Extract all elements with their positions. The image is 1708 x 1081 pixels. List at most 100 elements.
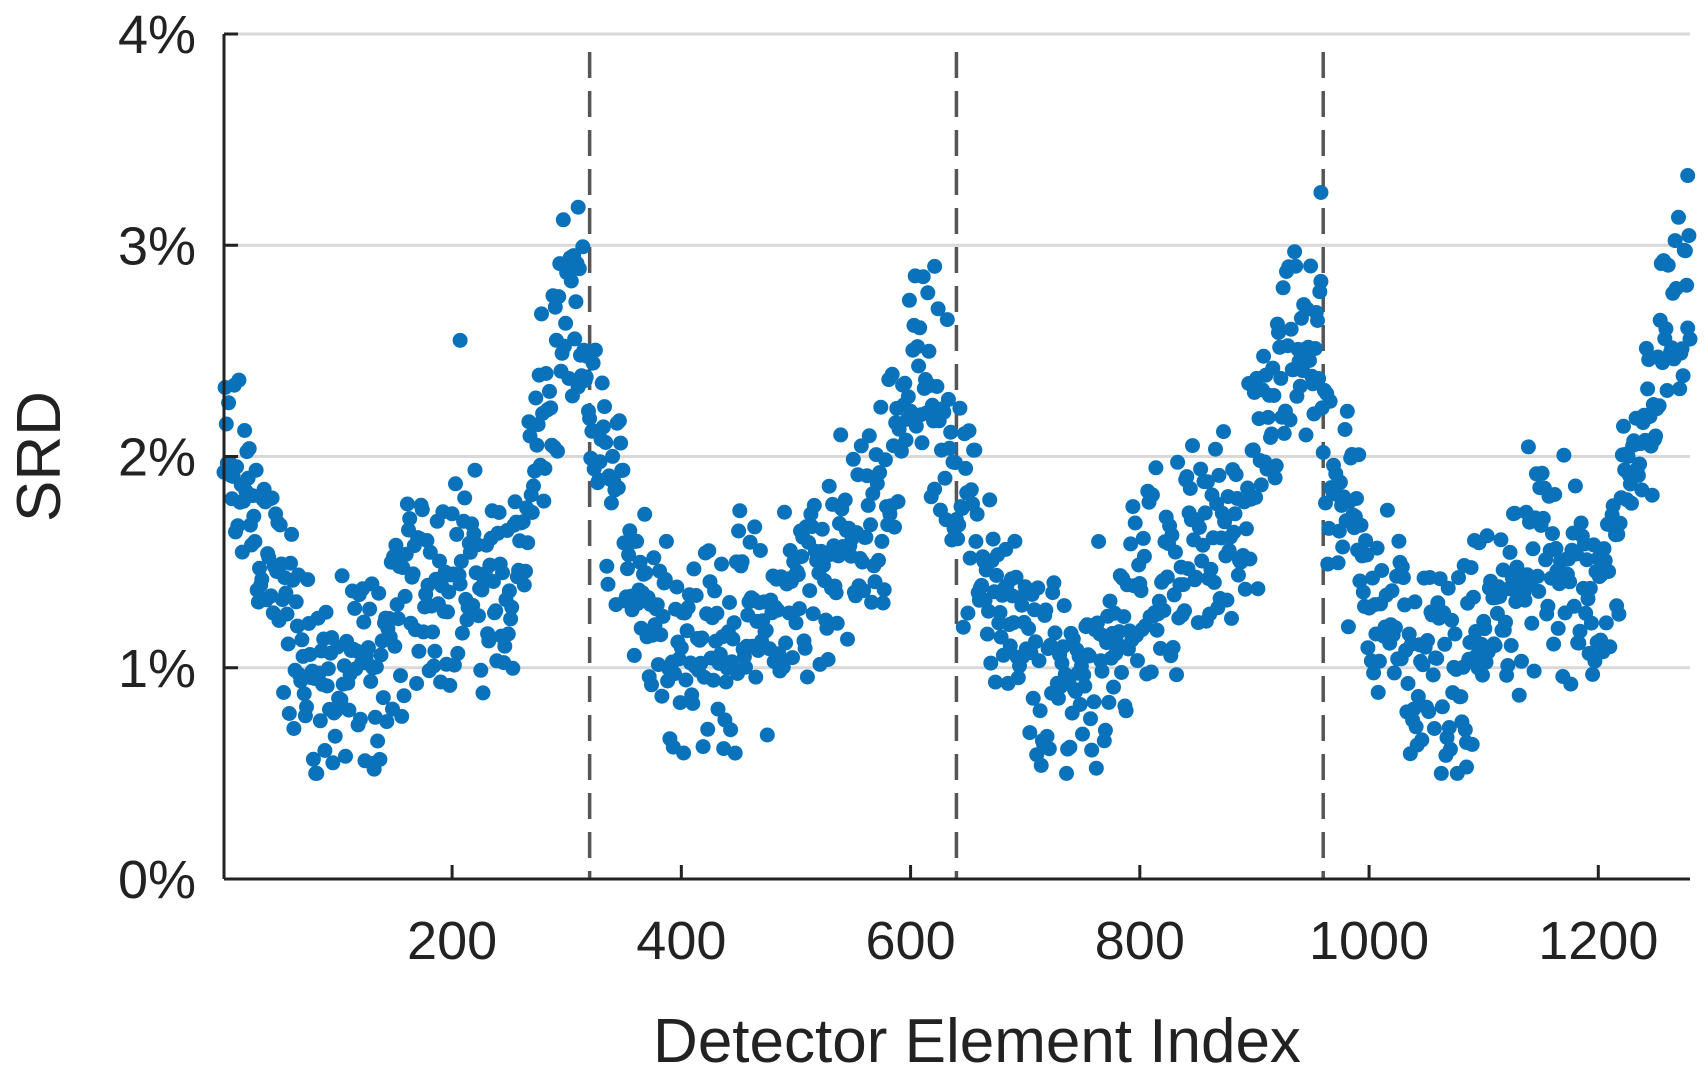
data-point bbox=[910, 339, 925, 355]
data-point bbox=[725, 631, 741, 647]
data-point bbox=[1208, 441, 1223, 457]
data-point bbox=[575, 239, 591, 255]
data-point bbox=[411, 643, 427, 659]
data-point bbox=[969, 506, 985, 522]
data-point bbox=[450, 645, 466, 661]
data-point bbox=[231, 372, 247, 388]
data-point bbox=[613, 435, 629, 451]
data-point bbox=[1032, 703, 1048, 719]
data-point bbox=[1339, 403, 1355, 419]
data-point bbox=[637, 506, 653, 522]
data-point bbox=[679, 623, 695, 639]
data-point bbox=[563, 273, 579, 289]
data-point bbox=[599, 558, 615, 574]
data-point bbox=[646, 550, 662, 566]
data-point bbox=[1340, 619, 1356, 635]
data-points bbox=[216, 168, 1698, 781]
data-point bbox=[333, 692, 349, 708]
y-tick-label: 3% bbox=[118, 216, 196, 276]
data-point bbox=[1679, 277, 1695, 293]
data-point bbox=[1025, 690, 1041, 706]
data-point bbox=[1169, 667, 1184, 683]
data-point bbox=[1546, 636, 1562, 652]
data-point bbox=[1014, 597, 1030, 613]
data-point bbox=[943, 424, 959, 440]
data-point bbox=[542, 383, 557, 399]
data-point bbox=[1006, 615, 1022, 631]
data-point bbox=[1441, 720, 1457, 735]
data-point bbox=[459, 612, 475, 628]
data-point bbox=[1193, 461, 1209, 477]
data-point bbox=[286, 721, 302, 736]
data-point bbox=[680, 600, 696, 615]
data-point bbox=[1611, 606, 1627, 622]
data-point bbox=[1475, 667, 1490, 683]
data-point bbox=[1562, 574, 1578, 590]
data-point bbox=[405, 566, 421, 582]
data-point bbox=[985, 531, 1001, 547]
data-point bbox=[597, 399, 612, 415]
data-point bbox=[1101, 694, 1117, 710]
data-point bbox=[338, 748, 353, 764]
data-point bbox=[610, 480, 626, 496]
data-point bbox=[1268, 458, 1284, 474]
data-point bbox=[1442, 741, 1458, 757]
data-point bbox=[620, 561, 635, 577]
data-point bbox=[1579, 552, 1595, 568]
data-point bbox=[1447, 626, 1463, 642]
data-point bbox=[1224, 610, 1239, 626]
data-point bbox=[501, 583, 517, 599]
data-point bbox=[1425, 667, 1441, 683]
data-point bbox=[1248, 489, 1264, 505]
data-point bbox=[603, 495, 619, 511]
data-point bbox=[317, 743, 333, 758]
data-point bbox=[1253, 477, 1269, 493]
data-point bbox=[748, 669, 764, 685]
data-point bbox=[516, 577, 532, 593]
data-point bbox=[1298, 427, 1314, 443]
data-point bbox=[1159, 569, 1175, 585]
data-point bbox=[1457, 722, 1473, 738]
data-point bbox=[1135, 530, 1151, 546]
data-point bbox=[538, 366, 554, 381]
data-point bbox=[653, 627, 669, 643]
data-point bbox=[237, 423, 253, 438]
data-point bbox=[264, 490, 280, 506]
data-point bbox=[791, 601, 807, 617]
data-point bbox=[654, 688, 670, 704]
data-point bbox=[555, 212, 571, 228]
data-point bbox=[570, 199, 586, 215]
data-point bbox=[1407, 594, 1423, 610]
data-point bbox=[1379, 502, 1395, 518]
data-point bbox=[1041, 741, 1057, 757]
data-point bbox=[837, 492, 853, 508]
data-point bbox=[1585, 666, 1601, 682]
data-point bbox=[1282, 412, 1298, 428]
data-point bbox=[1395, 570, 1411, 586]
data-point bbox=[1563, 676, 1579, 692]
data-point bbox=[961, 423, 977, 439]
data-point bbox=[473, 662, 489, 678]
data-point bbox=[1651, 398, 1667, 414]
data-point bbox=[927, 258, 943, 274]
data-point bbox=[281, 706, 297, 721]
data-point bbox=[305, 751, 321, 767]
data-point bbox=[657, 571, 673, 587]
data-point bbox=[440, 604, 455, 620]
data-point bbox=[567, 331, 583, 347]
data-point bbox=[289, 618, 305, 634]
data-point bbox=[1086, 694, 1102, 710]
data-point bbox=[1230, 567, 1246, 583]
data-point bbox=[319, 678, 335, 694]
data-point bbox=[1165, 640, 1181, 655]
data-point bbox=[705, 672, 721, 688]
data-point bbox=[1075, 726, 1090, 742]
data-point bbox=[1056, 598, 1072, 614]
data-point bbox=[520, 535, 536, 551]
data-point bbox=[1658, 321, 1674, 337]
data-point bbox=[1007, 533, 1023, 549]
data-point bbox=[366, 761, 382, 777]
data-point bbox=[587, 342, 603, 358]
data-point bbox=[254, 571, 270, 587]
data-point bbox=[1493, 532, 1509, 548]
